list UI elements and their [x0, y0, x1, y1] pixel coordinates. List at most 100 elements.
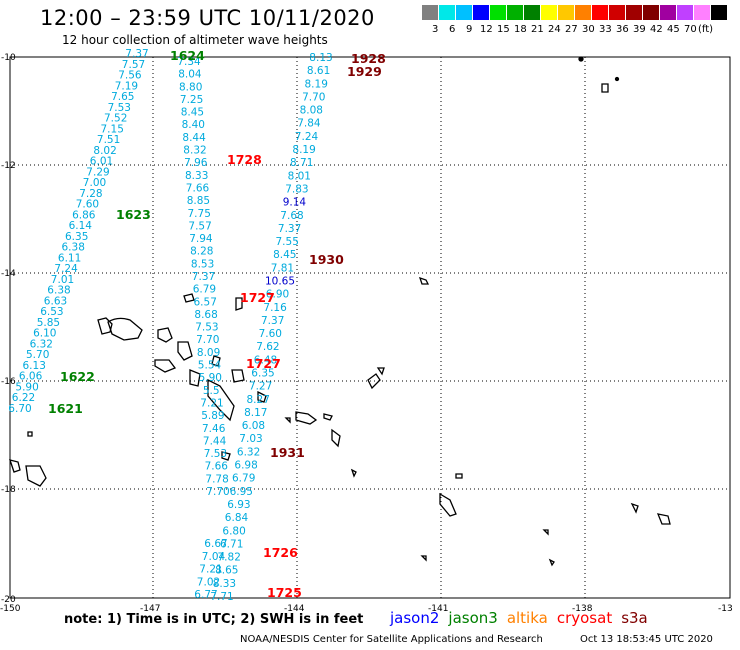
- island-outlines: [9, 56, 671, 567]
- wave-height-value: 7.03: [239, 433, 262, 445]
- island-outline: [323, 413, 333, 421]
- time-label: 1931: [270, 445, 305, 460]
- wave-height-value: 7.56: [118, 70, 142, 82]
- wave-height-value: 5.85: [37, 317, 60, 329]
- wave-height-value: 6.08: [242, 420, 265, 432]
- wave-height-value: 6.57: [194, 296, 217, 308]
- legend-label: 15: [497, 24, 510, 35]
- wave-height-value: 7.37: [278, 223, 301, 235]
- wave-height-value: 6.86: [72, 209, 96, 221]
- legend-swatch: [524, 5, 540, 20]
- satellite-label: cryosat: [556, 609, 613, 627]
- wave-height-value: 7.02: [197, 576, 220, 588]
- generated-timestamp: Oct 13 18:53:45 UTC 2020: [580, 634, 713, 645]
- wave-height-value: 8.45: [181, 107, 204, 119]
- wave-height-value: 6.35: [251, 368, 274, 380]
- wave-height-value: 8.09: [197, 347, 220, 359]
- wave-height-value: 8.13: [309, 52, 332, 64]
- island-outline: [235, 297, 243, 311]
- island-outline: [211, 355, 221, 367]
- wave-height-value: 6.10: [33, 328, 56, 340]
- wave-height-value: 6.53: [40, 306, 63, 318]
- island-outline: [9, 459, 21, 473]
- island-outline: [331, 428, 341, 448]
- time-label: 1929: [347, 64, 382, 79]
- legend-swatch: [609, 5, 625, 20]
- wave-height-value: 7.81: [271, 262, 294, 274]
- wave-height-value: 6.79: [193, 284, 216, 296]
- wave-height-value: 8.32: [183, 145, 206, 157]
- axis-labels: -10 -12 -14 -16 -18 -20-150 -147 -144 -141 -138 -1…: [0, 53, 733, 614]
- legend-label: 36: [616, 24, 629, 35]
- legend-label: (ft): [698, 24, 714, 35]
- legend-swatch: [490, 5, 506, 20]
- island-outline: [97, 317, 113, 335]
- wave-height-value: 6.70: [8, 403, 31, 415]
- legend-swatch: [558, 5, 574, 20]
- lat-label: -18: [1, 485, 16, 495]
- wave-height-value: 8.33: [213, 578, 236, 590]
- wave-height-value: 6.98: [234, 460, 257, 472]
- altimeter-tracks: 7.377.577.567.197.657.537.527.157.518.02…: [8, 48, 332, 603]
- lat-label: -20: [1, 595, 16, 605]
- wave-height-value: 7.71: [210, 591, 233, 603]
- page-title: 12:00 – 23:59 UTC 10/11/2020: [40, 6, 375, 30]
- wave-height-value: 6.38: [47, 285, 70, 297]
- island-dot: [578, 56, 584, 62]
- wave-height-value: 7.94: [189, 233, 213, 245]
- wave-height-value: 8.40: [182, 119, 205, 131]
- wave-height-value: 7.66: [205, 461, 229, 473]
- legend-label: 21: [531, 24, 544, 35]
- legend-label: 27: [565, 24, 578, 35]
- island-outline: [420, 555, 427, 562]
- wave-height-value: 8.28: [190, 246, 213, 258]
- wave-height-value: 7.29: [86, 166, 109, 178]
- legend-swatch: [643, 5, 659, 20]
- wave-height-value: 8.44: [182, 132, 206, 144]
- satellite-legend: jason2 jason3 altika cryosat s3a: [390, 609, 657, 627]
- island-outline: [231, 369, 245, 383]
- island-outline: [295, 411, 318, 425]
- island-outline: [154, 359, 177, 373]
- wave-height-value: 8.19: [305, 78, 328, 90]
- wave-height-value: 7.01: [51, 274, 74, 286]
- wave-height-value: 6.14: [69, 220, 93, 232]
- wave-height-value: 6.01: [90, 156, 113, 168]
- wave-height-value: 7.70: [206, 486, 229, 498]
- island-outline: [183, 293, 195, 303]
- island-outline: [207, 378, 235, 422]
- lat-label: -16: [1, 377, 16, 387]
- legend-label: 18: [514, 24, 527, 35]
- wave-height-value: 6.32: [237, 446, 260, 458]
- legend-label: 70: [684, 24, 697, 35]
- legend-swatch: [592, 5, 608, 20]
- legend-label: 9: [466, 24, 473, 35]
- wave-height-value: 8.27: [247, 394, 270, 406]
- wave-height-value: 8.19: [292, 144, 315, 156]
- legend-swatch: [575, 5, 591, 20]
- wave-height-value: 7.75: [188, 208, 211, 220]
- island-outline: [548, 558, 555, 567]
- wave-height-value: 7.83: [285, 184, 308, 196]
- time-label: 1726: [263, 545, 298, 560]
- time-label: 1624: [170, 48, 205, 63]
- wave-height-value: 5.5: [203, 385, 220, 397]
- wave-height-value: 7.55: [276, 236, 299, 248]
- wave-height-value: 7.37: [261, 315, 284, 327]
- time-label: 1725: [267, 585, 302, 600]
- legend-label: 12: [480, 24, 493, 35]
- wave-height-value: 7.82: [218, 552, 241, 564]
- island-outline: [177, 341, 193, 361]
- time-label: 1930: [309, 252, 344, 267]
- wave-height-value: 7.60: [76, 199, 99, 211]
- wave-height-value: 7.96: [184, 157, 208, 169]
- wave-height-value: 7.27: [249, 381, 272, 393]
- time-label: 1727: [246, 356, 281, 371]
- legend-swatch: [456, 5, 472, 20]
- wave-height-value: 7.34: [177, 56, 201, 68]
- wave-height-value: 8.68: [194, 309, 217, 321]
- wave-height-value: 7.53: [204, 448, 227, 460]
- island-outline: [157, 327, 173, 343]
- wave-height-value: 7.37: [192, 271, 215, 283]
